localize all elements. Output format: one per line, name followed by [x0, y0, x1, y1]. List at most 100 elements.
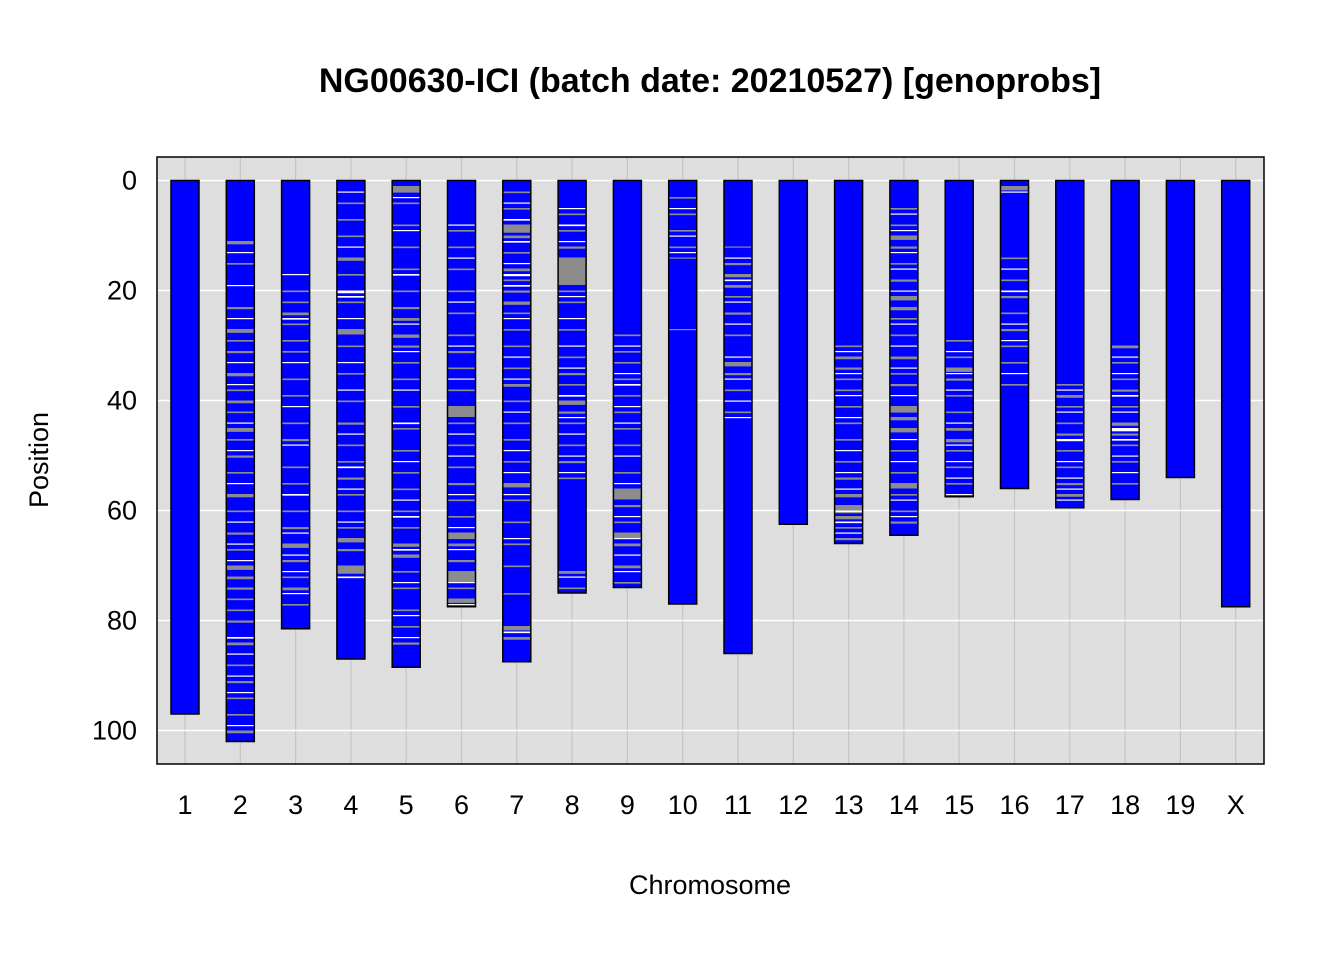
chromosome-13 [833, 179, 864, 545]
genotype-band-gray [889, 235, 918, 240]
x-tick-label: 6 [454, 790, 469, 820]
genotype-band-gray [226, 411, 255, 414]
genotype-band-gray [447, 290, 476, 293]
genotype-band-gray [392, 571, 421, 573]
genotype-band-gray [226, 494, 255, 498]
genotype-band-white [613, 538, 642, 540]
genotype-band-gray [502, 367, 531, 370]
genotype-band-gray [336, 373, 365, 375]
genotype-band-white [945, 351, 974, 353]
y-tick-label: 100 [92, 716, 137, 746]
genotype-band-white [392, 422, 421, 425]
genotype-band-white [392, 323, 421, 325]
genotype-band-white [502, 241, 531, 243]
genotype-band-white [447, 604, 476, 606]
x-tick-label: 3 [288, 790, 303, 820]
genotype-band-gray [447, 422, 476, 425]
genotype-band-gray [447, 598, 476, 603]
genotype-band-gray [889, 450, 918, 452]
genotype-band-gray [1055, 466, 1084, 469]
chromosome-outline [999, 179, 1030, 490]
genotype-band-gray [392, 510, 421, 513]
genotype-band-white [226, 521, 255, 523]
genotype-band-white [613, 571, 642, 573]
genotype-band-gray [447, 351, 476, 354]
genotype-band-gray [392, 450, 421, 452]
genotype-band-white [724, 257, 752, 259]
genotype-band-gray [281, 290, 310, 293]
genotype-band-gray [447, 571, 476, 582]
genotype-band-white [1111, 356, 1140, 358]
genotype-band-gray [447, 367, 476, 370]
genotype-band-white [336, 466, 365, 469]
genotype-band-white [226, 362, 255, 364]
genotype-band-white [834, 532, 863, 534]
genotype-band-gray [724, 274, 752, 278]
genotype-band-gray [392, 290, 421, 293]
genotype-band-gray [834, 378, 863, 381]
chromosome-bar [1055, 180, 1084, 508]
genotype-band-gray [392, 428, 421, 430]
genotype-band-white [1000, 340, 1029, 342]
x-tick-label: 15 [944, 790, 974, 820]
genotype-band-white [889, 290, 918, 292]
genotype-band-gray [668, 230, 697, 232]
genotype-band-gray [447, 483, 476, 486]
genotype-band-gray [502, 312, 531, 315]
genotype-band-white [668, 235, 697, 237]
genotype-band-white [447, 224, 476, 226]
genotype-band-white [336, 191, 365, 193]
chromosome-outline [778, 179, 809, 525]
genotype-band-gray [226, 389, 255, 392]
genotype-band-white [558, 345, 587, 347]
genotype-band-gray [945, 483, 974, 485]
genotype-band-gray [558, 329, 587, 331]
genotype-band-gray [336, 422, 365, 425]
genotype-band-white [1000, 323, 1029, 325]
genotype-band-gray [447, 532, 476, 540]
genotype-band-gray [226, 565, 255, 570]
genotype-band-white [945, 422, 974, 424]
genotype-band-white [834, 521, 863, 524]
genotype-band-white [889, 213, 918, 215]
genotype-band-gray [613, 428, 642, 430]
genotype-band-gray [226, 510, 255, 513]
chromosome-outline [667, 179, 698, 605]
genotype-band-gray [613, 582, 642, 584]
genotype-band-white [281, 444, 310, 446]
chart-title: NG00630-ICI (batch date: 20210527) [geno… [319, 62, 1101, 100]
genotype-band-gray [889, 334, 918, 337]
plot-panel [157, 157, 1264, 764]
genotype-band-white [724, 323, 752, 325]
genotype-band-white [1055, 461, 1084, 463]
genotype-band-gray [392, 609, 421, 612]
chromosome-bars [170, 179, 1251, 743]
genotype-band-white [724, 279, 752, 282]
genotype-band-gray [447, 587, 476, 590]
x-tick-label: 11 [724, 790, 752, 820]
genotype-band-gray [613, 444, 642, 447]
genotype-band-white [724, 378, 752, 380]
genotype-band-white [226, 692, 255, 694]
genotype-band-gray [945, 367, 974, 372]
genotype-band-gray [1055, 395, 1084, 398]
genotype-band-gray [945, 411, 974, 414]
genotype-band-white [558, 224, 587, 227]
genotype-band-gray [668, 246, 697, 249]
genotype-band-gray [1055, 433, 1084, 436]
genotype-band-gray [502, 637, 531, 640]
genotype-band-white [281, 593, 310, 595]
genotype-band-white [226, 318, 255, 320]
genotype-band-white [613, 373, 642, 375]
genotype-band-gray [226, 329, 255, 333]
chromosome-8 [557, 179, 587, 594]
genotype-band-gray [945, 428, 974, 431]
genotype-band-white [834, 373, 863, 375]
genotype-band-gray [392, 587, 421, 590]
genotype-band-gray [834, 422, 863, 425]
genotype-band-gray [834, 494, 863, 498]
genotype-band-white [502, 219, 531, 221]
genotype-band-white [502, 274, 531, 277]
genotype-band-white [945, 494, 974, 496]
genotype-band-gray [392, 543, 421, 547]
